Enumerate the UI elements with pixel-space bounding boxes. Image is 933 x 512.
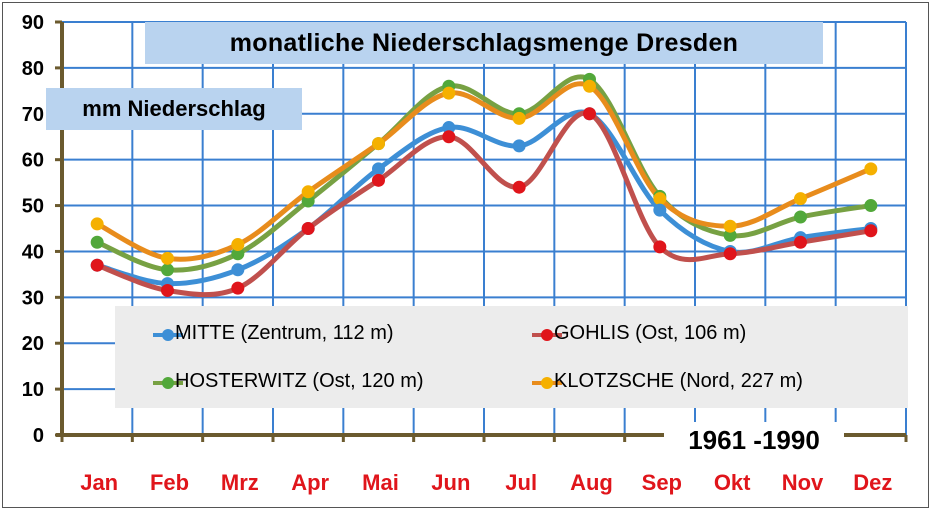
x-tick-label: Jun <box>431 470 470 495</box>
data-point-series-1 <box>372 173 385 187</box>
x-tick-label: Aug <box>570 470 613 495</box>
data-point-series-1 <box>301 222 315 235</box>
period-annotation: 1961 -1990 <box>664 422 844 458</box>
legend-label-mitte: MITTE (Zentrum, 112 m) <box>175 322 394 344</box>
data-point-series-3 <box>161 251 174 265</box>
legend-marker-gohlis <box>532 329 562 341</box>
data-point-series-1 <box>231 281 245 295</box>
data-point-series-3 <box>583 79 596 93</box>
data-point-series-3 <box>653 192 667 206</box>
data-point-series-2 <box>161 263 174 277</box>
data-point-series-1 <box>583 107 596 121</box>
x-tick-label: Apr <box>291 470 329 495</box>
data-point-series-3 <box>442 86 456 100</box>
y-tick-label: 30 <box>22 287 44 309</box>
y-tick-label: 20 <box>22 333 44 355</box>
x-tick-label: Sep <box>642 470 682 495</box>
data-point-series-0 <box>512 139 526 153</box>
data-point-series-3 <box>512 111 526 125</box>
data-point-series-1 <box>723 247 737 261</box>
legend-label-gohlis: GOHLIS (Ost, 106 m) <box>554 322 747 344</box>
legend-label-klotzsche: KLOTZSCHE (Nord, 227 m) <box>554 370 803 392</box>
data-point-series-3 <box>864 162 878 176</box>
data-point-series-1 <box>653 240 667 254</box>
x-tick-label: Okt <box>714 470 751 495</box>
x-tick-label: Nov <box>782 470 824 495</box>
data-point-series-0 <box>372 162 385 176</box>
y-tick-label: 70 <box>22 104 44 126</box>
legend-marker-klotzsche <box>532 377 562 389</box>
data-point-series-3 <box>90 217 104 231</box>
data-point-series-0 <box>653 203 667 217</box>
data-point-series-2 <box>90 235 104 249</box>
data-point-series-1 <box>442 130 456 144</box>
chart-title-background <box>145 22 823 64</box>
data-point-series-2 <box>864 199 878 213</box>
y-axis-label: mm Niederschlag <box>82 96 266 121</box>
data-point-series-2 <box>794 210 807 224</box>
y-tick-label: 80 <box>22 58 44 80</box>
y-tick-label: 40 <box>22 241 44 263</box>
legend-marker-mitte <box>153 329 183 341</box>
y-tick-label: 90 <box>22 12 44 34</box>
data-point-series-3 <box>794 192 807 206</box>
data-point-series-1 <box>90 258 104 272</box>
data-point-series-3 <box>301 185 315 199</box>
x-tick-label: Mrz <box>221 470 259 495</box>
data-point-series-3 <box>372 137 385 151</box>
data-point-series-1 <box>512 180 526 194</box>
legend-marker-hosterwitz <box>153 377 183 389</box>
x-tick-label: Mai <box>362 470 399 495</box>
data-point-series-3 <box>231 238 245 252</box>
data-point-series-1 <box>794 235 807 249</box>
y-tick-label: 60 <box>22 150 44 172</box>
y-tick-label: 10 <box>22 379 44 401</box>
data-point-series-0 <box>231 263 245 277</box>
data-point-series-1 <box>864 224 878 238</box>
x-tick-label: Dez <box>853 470 892 495</box>
y-tick-label: 50 <box>22 196 44 218</box>
legend-label-hosterwitz: HOSTERWITZ (Ost, 120 m) <box>175 370 424 392</box>
x-tick-label: Jul <box>505 470 537 495</box>
chart-title: monatliche Niederschlagsmenge Dresden <box>229 29 739 57</box>
x-tick-label: Jan <box>80 470 118 495</box>
legend: MITTE (Zentrum, 112 m) GOHLIS (Ost, 106 … <box>115 306 908 408</box>
y-tick-label: 0 <box>33 425 44 447</box>
y-axis-label-background <box>46 88 302 130</box>
data-point-series-1 <box>161 283 174 297</box>
x-tick-label: Feb <box>150 470 189 495</box>
data-point-series-3 <box>723 219 737 233</box>
